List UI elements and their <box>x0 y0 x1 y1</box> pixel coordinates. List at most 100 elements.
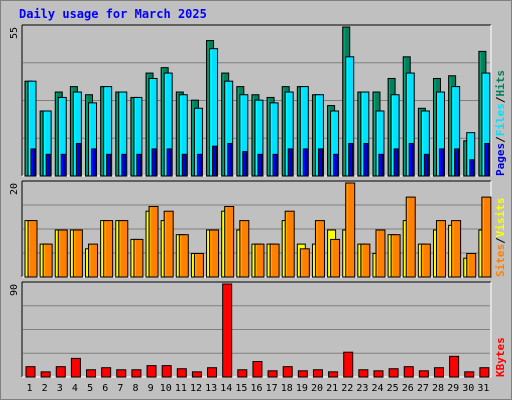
kbytes-bar <box>312 369 323 378</box>
kbytes-bar <box>116 369 127 378</box>
day-tick-label: 28 <box>432 383 444 394</box>
day-tick-label: 16 <box>250 383 262 394</box>
day-tick-label: 23 <box>356 383 368 394</box>
sites-bar <box>435 220 446 278</box>
kbytes-bar <box>40 371 51 378</box>
day-tick-label: 8 <box>132 383 138 394</box>
day-tick-label: 29 <box>447 383 459 394</box>
kbytes-bar <box>207 367 218 378</box>
sites-bar <box>284 210 295 278</box>
kbytes-bar <box>222 283 233 378</box>
sites-bar <box>118 220 129 278</box>
day-tick-label: 21 <box>326 383 338 394</box>
sites-bar <box>224 206 235 278</box>
day-tick-label: 24 <box>372 383 384 394</box>
day-tick-label: 31 <box>477 383 489 394</box>
sites-bar <box>405 196 416 278</box>
series-label-hits: Hits <box>494 70 507 97</box>
kbytes-bar <box>388 368 399 378</box>
day-tick-label: 3 <box>57 383 63 394</box>
sites-bar <box>148 206 159 278</box>
sites-bar <box>209 229 220 278</box>
sites-bar <box>72 229 83 278</box>
day-tick-label: 17 <box>266 383 278 394</box>
kbytes-bar <box>282 366 293 378</box>
kbytes-bar <box>55 366 66 378</box>
sites-bar <box>27 220 38 278</box>
chart-title: Daily usage for March 2025 <box>19 7 207 21</box>
sites-bar <box>103 220 114 278</box>
sites-bar <box>299 248 310 278</box>
kbytes-bar <box>146 365 157 378</box>
label-separator: / <box>494 136 507 143</box>
day-tick-label: 22 <box>341 383 353 394</box>
sites-bar <box>451 220 462 278</box>
sites-bar <box>269 243 280 278</box>
sites-bar <box>481 196 492 278</box>
sites-bar <box>42 243 53 278</box>
kbytes-bar <box>176 368 187 378</box>
kbytes-bar <box>25 366 36 378</box>
sites-bar <box>330 238 341 278</box>
day-tick-label: 1 <box>27 383 33 394</box>
sites-bar <box>88 243 99 278</box>
sites-bar <box>163 210 174 278</box>
sites-bar <box>314 220 325 278</box>
day-tick-label: 18 <box>281 383 293 394</box>
sites-bar <box>239 220 250 278</box>
kbytes-bar <box>343 351 354 378</box>
kbytes-bar <box>433 367 444 378</box>
kbytes-bar <box>161 365 172 378</box>
kbytes-bar <box>403 366 414 378</box>
day-tick-label: 11 <box>175 383 187 394</box>
series-label-kbytes: KBytes <box>494 337 507 377</box>
series-label-pages: Pages <box>494 143 507 176</box>
label-separator: / <box>494 237 507 244</box>
series-label-sites: Sites <box>494 244 507 277</box>
day-tick-label: 7 <box>117 383 123 394</box>
kbytes-bar <box>237 369 248 378</box>
day-tick-label: 10 <box>160 383 172 394</box>
day-tick-label: 25 <box>387 383 399 394</box>
panel-2-series-label: Sites/Visits <box>494 198 507 278</box>
day-tick-label: 15 <box>235 383 247 394</box>
sites-bar <box>193 253 204 278</box>
sites-bar <box>254 243 265 278</box>
sites-bar <box>390 234 401 278</box>
kbytes-bar <box>358 369 369 378</box>
sites-bar <box>466 253 477 278</box>
series-label-visits: Visits <box>494 198 507 238</box>
panel-1-ymax-label: 55 <box>9 27 20 39</box>
panel-3-ymax-label: 90 <box>9 284 20 296</box>
sites-bar <box>57 229 68 278</box>
day-tick-label: 19 <box>296 383 308 394</box>
label-separator: / <box>494 96 507 103</box>
kbytes-bar <box>70 357 81 378</box>
kbytes-bar <box>297 370 308 378</box>
sites-bar <box>420 243 431 278</box>
day-tick-label: 20 <box>311 383 323 394</box>
day-tick-label: 27 <box>417 383 429 394</box>
kbytes-bar <box>479 367 490 378</box>
day-tick-label: 9 <box>148 383 154 394</box>
day-tick-label: 4 <box>72 383 78 394</box>
kbytes-bar <box>252 361 263 378</box>
kbytes-bar <box>101 367 112 378</box>
kbytes-bar <box>131 369 142 378</box>
day-tick-label: 6 <box>102 383 108 394</box>
sites-bar <box>178 234 189 278</box>
kbytes-bar <box>267 370 278 378</box>
sites-bar <box>375 229 386 278</box>
kbytes-bar <box>449 355 460 378</box>
day-tick-label: 30 <box>462 383 474 394</box>
kbytes-bar <box>464 371 475 378</box>
day-tick-label: 12 <box>190 383 202 394</box>
sites-bar <box>345 182 356 278</box>
panel-3-series-label: KBytes <box>494 337 507 377</box>
day-tick-label: 26 <box>402 383 414 394</box>
sites-bar <box>360 243 371 278</box>
day-tick-label: 14 <box>220 383 232 394</box>
kbytes-bar <box>191 371 202 378</box>
kbytes-bar <box>86 369 97 378</box>
